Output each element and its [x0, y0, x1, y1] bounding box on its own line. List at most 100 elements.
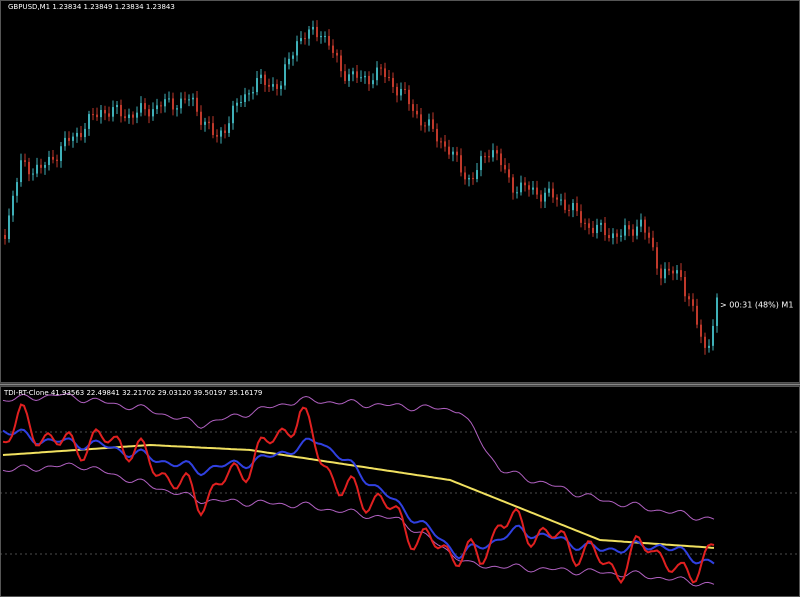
candle-body [464, 172, 466, 180]
bar-timer: > 00:31 (48%) M1 [720, 301, 793, 310]
candle-body [28, 161, 30, 175]
candle-body [192, 97, 194, 100]
candle-body [664, 268, 666, 279]
indicator-line [2, 428, 715, 565]
candle-body [56, 159, 58, 161]
candle-body [624, 225, 626, 236]
candle-body [308, 29, 310, 39]
candle-body [456, 151, 458, 156]
candle-body [380, 67, 382, 69]
candle-body [616, 233, 618, 237]
level-lines [0, 431, 800, 555]
candle-body [128, 114, 130, 119]
candle-body [200, 111, 202, 125]
candle-body [88, 114, 90, 129]
candle-body [508, 169, 510, 178]
candle-body [116, 104, 118, 108]
candle-body [48, 156, 50, 165]
candle-body [444, 141, 446, 147]
candle-body [536, 187, 538, 195]
candle-body [348, 74, 350, 81]
candle-body [196, 97, 198, 112]
candle-body [124, 116, 126, 119]
candle-body [716, 297, 718, 326]
candle-body [584, 222, 586, 224]
candle-body [620, 235, 622, 237]
candle-body [160, 105, 162, 107]
candle-body [264, 74, 266, 85]
candle-body [76, 132, 78, 137]
candle-body [540, 194, 542, 202]
candle-body [340, 55, 342, 72]
candle-body [576, 203, 578, 212]
candle-body [596, 224, 598, 234]
candle-body [60, 146, 62, 161]
candle-body [672, 270, 674, 274]
candle-body [12, 195, 14, 216]
indicator-lines [2, 393, 715, 587]
candle-body [604, 222, 606, 236]
candle-body [84, 128, 86, 138]
candle-body [632, 229, 634, 236]
candle-body [64, 137, 66, 147]
candle-body [524, 182, 526, 186]
candle-body [372, 80, 374, 85]
candle-body [364, 75, 366, 78]
candle-body [468, 178, 470, 180]
candle-body [104, 109, 106, 114]
candle-body [504, 165, 506, 170]
candle-body [320, 35, 322, 38]
candle-body [316, 26, 318, 38]
candle-body [168, 98, 170, 100]
candle-body [520, 182, 522, 193]
candle-body [560, 199, 562, 201]
candle-body [44, 164, 46, 168]
candle-body [40, 164, 42, 168]
candle-body [644, 219, 646, 233]
indicator-line [2, 393, 715, 521]
candle-body [172, 98, 174, 110]
candle-body [132, 114, 134, 118]
candle-body [108, 113, 110, 117]
candle-body [500, 153, 502, 166]
candle-body [156, 105, 158, 110]
indicator-line [2, 462, 715, 587]
candle-body [352, 71, 354, 75]
candle-body [268, 84, 270, 87]
candle-body [668, 268, 670, 271]
candle-body [252, 92, 254, 94]
candle-body [640, 219, 642, 227]
candle-body [356, 71, 358, 78]
candle-body [360, 77, 362, 79]
candle-body [452, 151, 454, 155]
candle-body [532, 187, 534, 190]
candle-body [184, 98, 186, 100]
candle-body [400, 88, 402, 96]
candle-body [216, 134, 218, 137]
candle-body [564, 199, 566, 210]
candle-body [16, 182, 18, 196]
candle-body [572, 203, 574, 211]
candle-body [396, 86, 398, 96]
candle-body [144, 103, 146, 110]
candle-body [432, 119, 434, 129]
candle-body [488, 156, 490, 158]
candle-body [556, 197, 558, 200]
candle-body [92, 114, 94, 116]
candle-body [652, 237, 654, 248]
candle-body [588, 223, 590, 228]
candle-body [208, 121, 210, 124]
candle-body [204, 121, 206, 125]
candle-body [284, 64, 286, 86]
candle-body [152, 109, 154, 117]
candle-body [176, 108, 178, 110]
candle-body [704, 336, 706, 348]
candle-body [100, 109, 102, 118]
candle-body [52, 156, 54, 160]
candle-body [236, 102, 238, 106]
candle-body [484, 156, 486, 158]
candle-body [460, 155, 462, 173]
candle-body [32, 173, 34, 175]
